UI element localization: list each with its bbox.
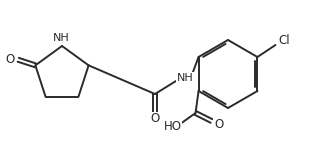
Text: O: O [214,117,223,131]
Text: Cl: Cl [279,34,290,47]
Text: O: O [6,53,15,66]
Text: NH: NH [52,33,69,43]
Text: NH: NH [177,73,193,83]
Text: HO: HO [164,119,182,132]
Text: O: O [150,112,160,125]
